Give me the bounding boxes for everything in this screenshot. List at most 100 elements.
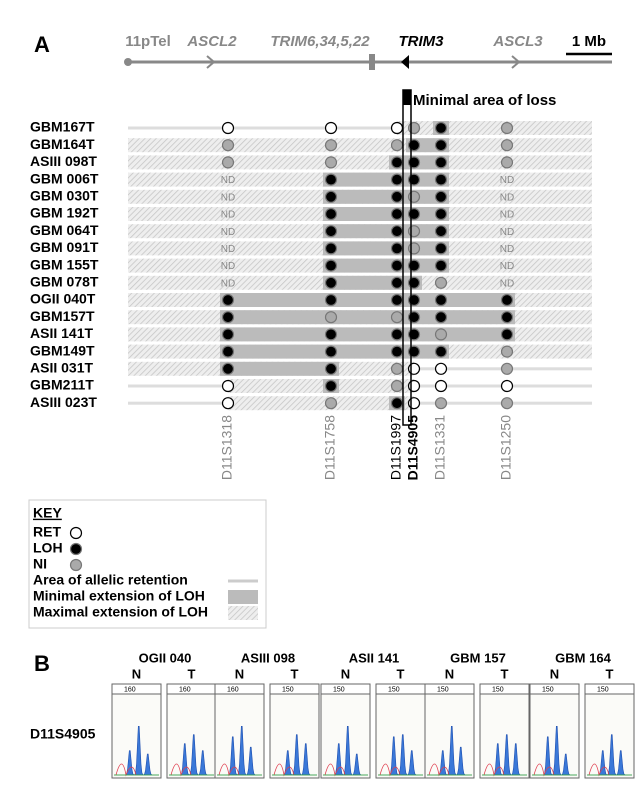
genotype-loh xyxy=(502,329,513,340)
genotype-loh xyxy=(392,260,403,271)
min-loh-area xyxy=(323,224,449,238)
genotype-loh xyxy=(436,123,447,134)
scale-label: 150 xyxy=(282,686,294,693)
genotype-ni xyxy=(326,140,337,151)
genotype-loh xyxy=(392,277,403,288)
genotype-loh xyxy=(392,157,403,168)
min-loh-area xyxy=(323,173,449,187)
figure: A 1 Mb Minimal area of loss NDNDNDNDNDND… xyxy=(0,0,643,788)
genotype-loh xyxy=(409,140,420,151)
min-loh-area xyxy=(220,327,515,341)
not-done: ND xyxy=(221,261,235,272)
lane-label: T xyxy=(291,666,299,681)
genotype-loh xyxy=(326,329,337,340)
marker-label: D11S1318 xyxy=(219,415,235,480)
genotype-loh xyxy=(326,191,337,202)
genotype-loh xyxy=(436,140,447,151)
sample-label: GBM 006T xyxy=(30,170,99,186)
genotype-ni xyxy=(502,140,513,151)
not-done: ND xyxy=(500,261,514,272)
minimal-area-marker xyxy=(403,90,411,105)
max-loh-area xyxy=(128,155,592,169)
genotype-loh xyxy=(223,295,234,306)
genotype-loh xyxy=(326,363,337,374)
genotype-loh xyxy=(326,243,337,254)
telomere xyxy=(124,58,132,66)
gene-label: TRIM6,34,5,22 xyxy=(270,33,370,50)
sample-label: GBM 091T xyxy=(30,239,99,255)
gene-label: TRIM3 xyxy=(399,33,445,50)
lane-label: N xyxy=(341,666,350,681)
sample-label: GBM 192T xyxy=(30,205,99,221)
max-loh-area xyxy=(228,379,414,393)
genotype-loh xyxy=(392,243,403,254)
genotype-loh xyxy=(436,312,447,323)
genotype-ni xyxy=(223,157,234,168)
lane-label: N xyxy=(132,666,141,681)
max-loh-area xyxy=(228,396,414,410)
key-swatch xyxy=(228,580,258,583)
genotype-loh xyxy=(409,209,420,220)
key-symbol xyxy=(71,528,82,539)
gene-label: ASCL3 xyxy=(492,33,543,50)
sample-label: GBM157T xyxy=(30,308,95,324)
genotype-ni xyxy=(502,157,513,168)
genotype-ret xyxy=(436,363,447,374)
lane-label: T xyxy=(397,666,405,681)
not-done: ND xyxy=(221,175,235,186)
genotype-loh xyxy=(409,277,420,288)
lane-label: T xyxy=(606,666,614,681)
genotype-ni xyxy=(409,123,420,134)
gene-label: ASCL2 xyxy=(186,33,237,50)
scale-box xyxy=(376,684,425,694)
sample-title: OGII 040 xyxy=(139,650,192,665)
genotype-ni xyxy=(326,312,337,323)
genotype-ni xyxy=(223,140,234,151)
sample-label: GBM167T xyxy=(30,119,95,135)
genotype-loh xyxy=(326,174,337,185)
key-label: Minimal extension of LOH xyxy=(33,588,205,604)
not-done: ND xyxy=(221,227,235,238)
genotype-ni xyxy=(436,398,447,409)
sample-label: GBM 155T xyxy=(30,256,99,272)
marker-label: D11S1331 xyxy=(432,415,448,480)
genotype-ret xyxy=(409,363,420,374)
genotype-ret xyxy=(223,398,234,409)
genotype-loh xyxy=(326,260,337,271)
scale-label: 150 xyxy=(333,686,345,693)
sample-label: GBM164T xyxy=(30,136,95,152)
scale-box xyxy=(215,684,264,694)
genotype-ni xyxy=(326,157,337,168)
genotype-loh xyxy=(409,260,420,271)
scale-box xyxy=(270,684,319,694)
marker-label: D11S4905 xyxy=(30,726,96,742)
genotype-loh xyxy=(223,329,234,340)
sample-label: ASIII 098T xyxy=(30,153,97,169)
genotype-loh xyxy=(392,174,403,185)
genotype-loh xyxy=(409,312,420,323)
sample-label: GBM 030T xyxy=(30,188,99,204)
min-loh-area xyxy=(323,276,422,290)
scale-label: 150 xyxy=(597,686,609,693)
min-loh-area xyxy=(220,293,515,307)
sample-title: GBM 157 xyxy=(450,650,506,665)
key-label: Maximal extension of LOH xyxy=(33,604,208,620)
annotation: Minimal area of loss xyxy=(413,92,556,109)
genotype-ret xyxy=(223,123,234,134)
key-swatch xyxy=(228,606,258,620)
min-loh-area xyxy=(323,207,449,221)
sample-label: ASII 141T xyxy=(30,325,93,341)
min-loh-area xyxy=(220,310,515,324)
not-done: ND xyxy=(221,244,235,255)
genotype-loh xyxy=(436,157,447,168)
genotype-loh xyxy=(436,209,447,220)
genotype-ni xyxy=(436,277,447,288)
sample-label: GBM 078T xyxy=(30,274,99,290)
scale-label: 160 xyxy=(124,686,136,693)
genotype-ni xyxy=(392,363,403,374)
lane-label: N xyxy=(445,666,454,681)
marker-label: D11S1758 xyxy=(322,415,338,480)
scale-box xyxy=(480,684,529,694)
genotype-ni xyxy=(502,398,513,409)
